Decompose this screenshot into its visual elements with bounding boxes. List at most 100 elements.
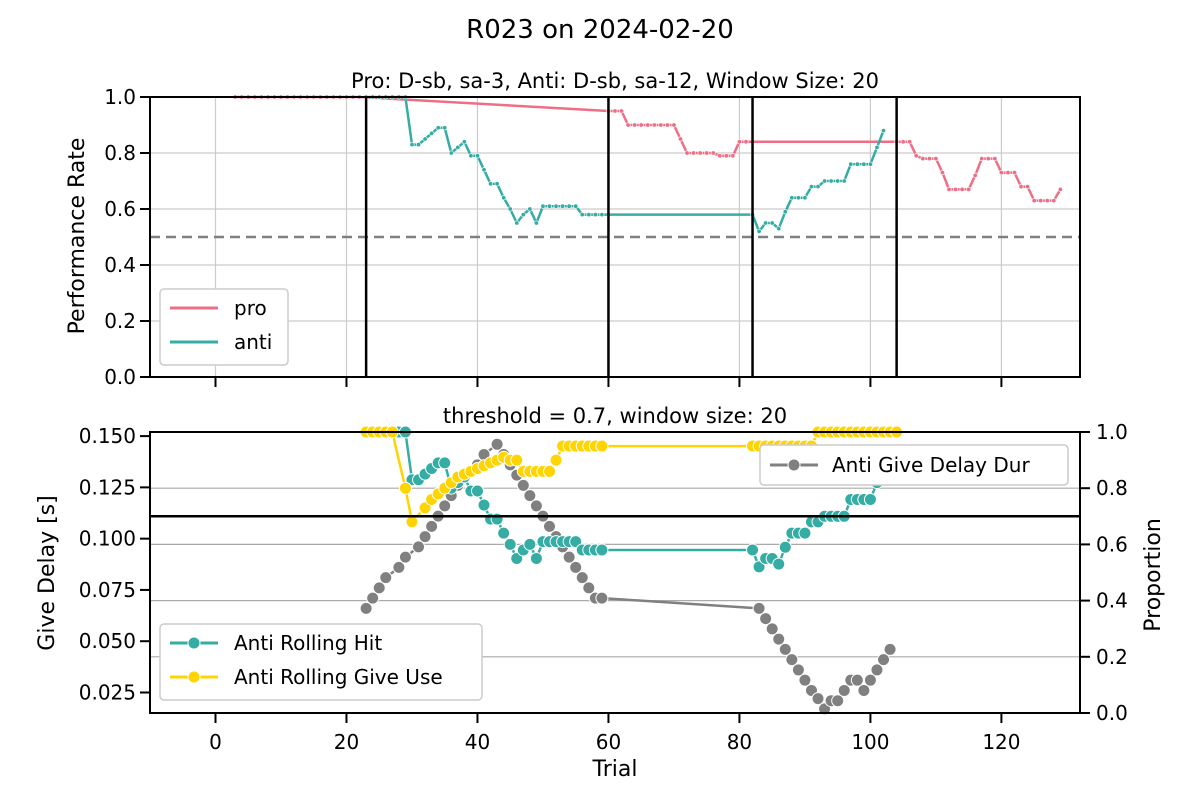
delay-legend-box (759, 444, 1069, 486)
bottom-xtick-label: 120 (982, 730, 1020, 754)
top-ticks: 0.0 0.2 0.4 0.6 0.8 1.0 (104, 85, 1003, 389)
series-pro-point (684, 150, 690, 156)
series-pro-point (743, 139, 749, 145)
series-pro-point (1025, 184, 1031, 190)
series-anti-point (841, 178, 847, 184)
series-anti-give-delay-dur-point (811, 692, 825, 706)
series-anti-point (416, 142, 422, 148)
series-pro-point (697, 150, 703, 156)
series-anti-give-delay-dur-point (523, 489, 537, 503)
series-pro-point (946, 186, 952, 192)
series-pro-point (1051, 198, 1057, 204)
legend-delay-label: Anti Give Delay Dur (832, 453, 1030, 477)
series-anti-give-delay-dur-point (831, 694, 845, 708)
legend-pro-label: pro (234, 296, 267, 320)
series-anti-rolling-give-use-point (595, 439, 609, 453)
series-anti-point (789, 195, 795, 201)
series-anti-point (514, 220, 520, 226)
left-ytick-label: 0.075 (79, 578, 136, 602)
series-anti-point (455, 144, 461, 150)
series-anti-point (828, 178, 834, 184)
series-anti-point (573, 203, 579, 209)
series-anti-rolling-give-use-point (398, 481, 412, 495)
series-anti-point (854, 161, 860, 167)
bottom-xtick-label: 20 (334, 730, 359, 754)
figure-title: R023 on 2024-02-20 (466, 15, 734, 45)
series-anti-point (409, 142, 415, 148)
series-pro-point (998, 170, 1004, 176)
series-anti-give-delay-dur-point (569, 560, 583, 574)
top-title: Pro: D-sb, sa-3, Anti: D-sb, sa-12, Wind… (351, 69, 879, 93)
series-pro-point (926, 156, 932, 162)
series-anti-point (520, 212, 526, 218)
series-anti-point (448, 150, 454, 156)
series-pro-point (717, 153, 723, 159)
series-pro-point (723, 153, 729, 159)
series-anti-point (881, 128, 887, 134)
series-anti-rolling-hit-point (746, 543, 760, 557)
series-anti-give-delay-dur-point (765, 622, 779, 636)
series-anti-point (481, 167, 487, 173)
series-pro-point (900, 139, 906, 145)
series-anti-point (782, 209, 788, 215)
series-anti-rolling-hit-point (523, 537, 537, 551)
bottom-title: threshold = 0.7, window size: 20 (443, 404, 787, 428)
series-anti-give-delay-dur-point (412, 540, 426, 554)
bottom-xtick-label: 0 (209, 730, 222, 754)
top-ylabel: Performance Rate (65, 138, 90, 335)
legend-hit-marker (187, 636, 201, 650)
series-anti-give-delay-dur-point (516, 478, 530, 492)
series-anti-rolling-hit-point (497, 526, 511, 540)
series-anti-point (560, 203, 566, 209)
series-pro-point (730, 153, 736, 159)
bottom-ticks: 0.0 0.2 0.4 0.6 0.8 1.0 0.025 0.050 0.075 0.100 0.… (79, 420, 1128, 754)
top-axes-frame (149, 96, 1081, 378)
series-pro-point (985, 156, 991, 162)
series-anti-point (776, 226, 782, 232)
proportion-legend: Anti Rolling Hit Anti Rolling Give Use (159, 623, 483, 701)
series-anti-point (808, 184, 814, 190)
legend-hit-label: Anti Rolling Hit (234, 631, 382, 655)
bottom-xtick-label: 40 (465, 730, 490, 754)
bottom-xtick-label: 100 (851, 730, 889, 754)
series-anti-point (848, 161, 854, 167)
series-anti-give-delay-dur-point (575, 571, 589, 585)
performance-panel: 0.0 0.2 0.4 0.6 0.8 1.0 Pro: D-sb, sa-3, Anti… (65, 69, 1081, 389)
series-anti-point (795, 195, 801, 201)
series-anti-give-delay-dur-point (425, 519, 439, 533)
series-anti-point (769, 220, 775, 226)
series-anti-point (540, 203, 546, 209)
top-series (232, 94, 1063, 234)
bottom-axes-frame (149, 431, 1081, 714)
series-anti-point (474, 153, 480, 159)
series-anti-give-delay-dur-point (752, 601, 766, 615)
series-anti-rolling-hit-point (772, 557, 786, 571)
series-anti-point (429, 130, 435, 136)
series-pro-point (632, 122, 638, 128)
series-anti-give-delay-dur-point (863, 673, 877, 687)
left-ytick-label: 0.050 (79, 629, 136, 653)
series-anti-give-delay-dur-point (562, 550, 576, 564)
series-pro-point (612, 108, 618, 114)
legend-delay-marker (787, 458, 801, 472)
series-anti-rolling-hit-point (863, 492, 877, 506)
series-anti-rolling-hit-point (438, 456, 452, 470)
series-anti-rolling-give-use-point (510, 453, 524, 467)
series-anti-give-delay-dur-point (778, 642, 792, 656)
right-ytick-label: 1.0 (1096, 420, 1128, 444)
series-anti-rolling-hit-point (798, 526, 812, 540)
series-anti-rolling-hit-point (595, 543, 609, 557)
series-anti-point (599, 212, 605, 218)
top-legend: pro anti (159, 288, 289, 366)
right-ytick-label: 0.0 (1096, 701, 1128, 725)
series-pro-point (972, 172, 978, 178)
series-pro-point (1038, 198, 1044, 204)
top-ytick-label: 0.0 (104, 365, 136, 389)
bottom-series (359, 425, 904, 716)
series-anti-give-delay-dur-point (883, 642, 897, 656)
series-anti-point (815, 184, 821, 190)
series-pro-point (651, 122, 657, 128)
series-anti-give-delay-dur-point (438, 499, 452, 513)
bottom-ylabel: Give Delay [s] (35, 495, 60, 650)
